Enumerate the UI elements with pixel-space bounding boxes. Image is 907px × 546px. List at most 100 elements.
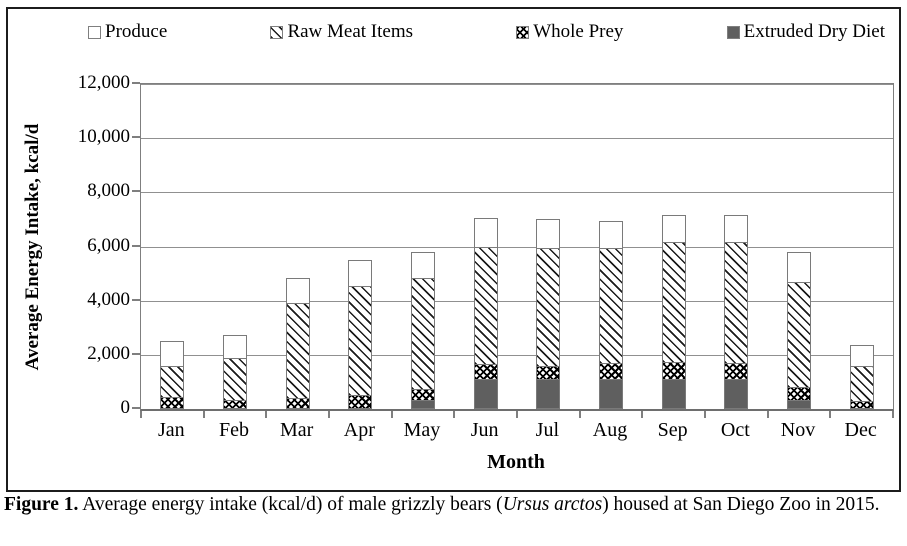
figure-caption: Figure 1. Average energy intake (kcal/d)…	[4, 492, 903, 518]
figure-frame: Produce Raw Meat Items Whole Prey Extruded …	[6, 7, 901, 492]
legend-label: Raw Meat Items	[287, 21, 414, 42]
segment-extruded-dry-diet	[411, 399, 435, 409]
segment-raw-meat-items	[348, 285, 373, 396]
x-tick-label-feb: Feb	[218, 419, 249, 441]
x-tick-mark	[516, 410, 518, 418]
bar-oct	[724, 215, 749, 409]
extruded-dry-diet-swatch-icon	[726, 25, 740, 39]
x-tick-mark	[892, 410, 894, 418]
segment-produce	[348, 260, 373, 286]
x-tick-label-sep: Sep	[657, 419, 688, 441]
segment-whole-prey	[536, 365, 561, 380]
segment-produce	[724, 215, 749, 243]
x-tick-mark	[265, 410, 268, 418]
bar-apr	[348, 260, 373, 409]
bar-feb	[223, 334, 247, 409]
segment-whole-prey	[661, 361, 686, 380]
bar-jan	[160, 341, 185, 409]
bar-jun	[473, 218, 498, 409]
segment-raw-meat-items	[160, 365, 185, 397]
segment-extruded-dry-diet	[473, 379, 498, 409]
x-tick-mark	[704, 410, 706, 418]
produce-swatch-icon	[88, 25, 101, 39]
segment-whole-prey	[223, 399, 247, 409]
bar-jul	[536, 219, 561, 409]
segment-whole-prey	[348, 395, 373, 409]
x-tick-label-oct: Oct	[720, 419, 750, 441]
caption-species: Ursus arctos	[502, 494, 603, 515]
segment-whole-prey	[724, 362, 749, 380]
caption-text-2: ) housed at San Diego Zoo in 2015.	[602, 494, 880, 515]
segment-produce	[536, 219, 561, 248]
y-tick-label-4000: 4,000	[87, 288, 130, 310]
legend-label: Whole Prey	[533, 21, 624, 42]
plot-area	[140, 83, 894, 411]
y-tick-mark	[132, 244, 140, 247]
segment-raw-meat-items	[849, 365, 874, 401]
x-axis-title: Month	[487, 451, 545, 473]
x-tick-mark	[202, 410, 205, 418]
bar-mar	[285, 277, 310, 409]
bar-may	[411, 251, 435, 409]
x-tick-label-jun: Jun	[470, 419, 499, 441]
segment-raw-meat-items	[536, 247, 561, 366]
bar-aug	[599, 220, 623, 409]
segment-whole-prey	[473, 364, 498, 380]
x-tick-label-nov: Nov	[780, 419, 816, 441]
x-tick-label-may: May	[403, 419, 441, 441]
segment-whole-prey	[849, 400, 874, 409]
y-tick-mark	[132, 136, 140, 139]
y-tick-label-2000: 2,000	[87, 342, 130, 364]
gridline-2000	[141, 354, 893, 356]
y-tick-label-10000: 10,000	[77, 126, 130, 148]
caption-text-1: Average energy intake (kcal/d) of male g…	[78, 494, 503, 515]
gridline-4000	[141, 300, 893, 302]
y-tick-mark	[132, 298, 140, 301]
y-tick-label-0: 0	[120, 397, 131, 418]
x-tick-mark	[140, 410, 142, 418]
whole-prey-swatch-icon	[516, 25, 530, 39]
segment-whole-prey	[160, 396, 185, 409]
y-tick-mark	[132, 407, 140, 409]
x-tick-label-aug: Aug	[592, 419, 628, 441]
segment-produce	[787, 251, 811, 282]
legend-item-whole-prey: Whole Prey	[516, 21, 623, 43]
bar-nov	[787, 251, 811, 409]
segment-extruded-dry-diet	[724, 379, 749, 409]
y-tick-label-6000: 6,000	[87, 234, 130, 256]
x-tick-label-mar: Mar	[279, 419, 314, 441]
x-tick-mark	[390, 410, 393, 418]
segment-raw-meat-items	[787, 281, 811, 388]
x-tick-label-dec: Dec	[844, 419, 877, 441]
segment-whole-prey	[285, 398, 310, 409]
bar-sep	[661, 215, 686, 409]
segment-raw-meat-items	[411, 277, 435, 389]
gridline-12000	[141, 84, 893, 85]
x-tick-label-jul: Jul	[535, 419, 559, 441]
segment-raw-meat-items	[661, 242, 686, 362]
segment-produce	[661, 215, 686, 243]
gridline-10000	[141, 138, 893, 140]
legend-item-extruded-dry-diet: Extruded Dry Diet	[726, 21, 885, 43]
segment-extruded-dry-diet	[661, 379, 686, 409]
legend-item-raw-meat-items: Raw Meat Items	[270, 21, 413, 43]
segment-raw-meat-items	[599, 247, 623, 363]
x-tick-mark	[328, 410, 330, 418]
segment-raw-meat-items	[724, 242, 749, 363]
x-tick-label-apr: Apr	[343, 419, 375, 441]
segment-whole-prey	[411, 388, 435, 400]
segment-produce	[160, 341, 185, 366]
y-tick-label-12000: 12,000	[77, 72, 130, 93]
legend-label: Produce	[105, 21, 168, 42]
gridline-8000	[141, 192, 893, 194]
legend-item-produce: Produce	[88, 21, 167, 43]
segment-whole-prey	[787, 387, 811, 400]
gridline-6000	[141, 246, 893, 248]
segment-raw-meat-items	[223, 357, 247, 400]
segment-produce	[473, 218, 498, 247]
segment-produce	[849, 345, 874, 366]
y-tick-mark	[132, 352, 140, 355]
x-tick-label-jan: Jan	[157, 419, 185, 441]
x-tick-mark	[829, 410, 832, 418]
segment-raw-meat-items	[473, 246, 498, 365]
